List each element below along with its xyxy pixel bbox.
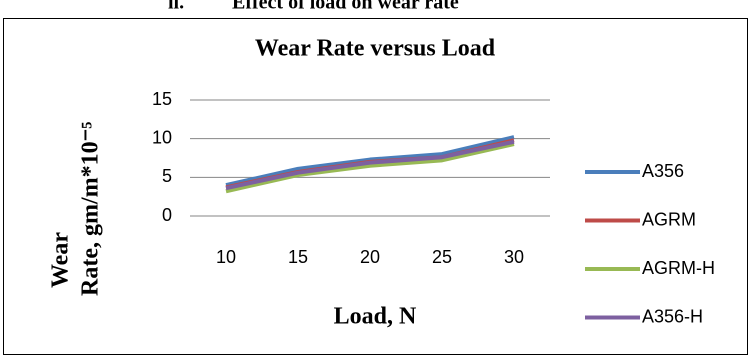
chart-title: Wear Rate versus Load	[255, 36, 496, 62]
chart-border	[3, 18, 748, 355]
heading-number: ii.	[168, 0, 184, 14]
x-tick-label: 15	[288, 247, 308, 267]
legend-label: AGRM	[642, 209, 696, 229]
x-tick-label: 10	[216, 247, 236, 267]
heading-text: Effect of load on wear rate	[232, 0, 459, 14]
y-tick-label: 5	[162, 166, 172, 186]
y-tick-label: 0	[162, 205, 172, 225]
y-tick-label: 15	[152, 89, 172, 109]
y-axis-label: Wear	[48, 232, 74, 288]
series-line	[225, 139, 515, 191]
legend-label: A356	[642, 161, 684, 181]
series-line	[225, 135, 515, 188]
y-axis-label: Rate, gm/m*10⁻⁵	[78, 122, 104, 297]
legend-label: AGRM-H	[642, 258, 715, 278]
series-line	[225, 142, 515, 194]
legend-label: A356-H	[642, 306, 703, 326]
x-tick-label: 25	[432, 247, 452, 267]
x-tick-label: 20	[360, 247, 380, 267]
x-tick-label: 30	[504, 247, 524, 267]
y-tick-label: 10	[152, 127, 172, 147]
x-axis-label: Load, N	[334, 304, 417, 330]
